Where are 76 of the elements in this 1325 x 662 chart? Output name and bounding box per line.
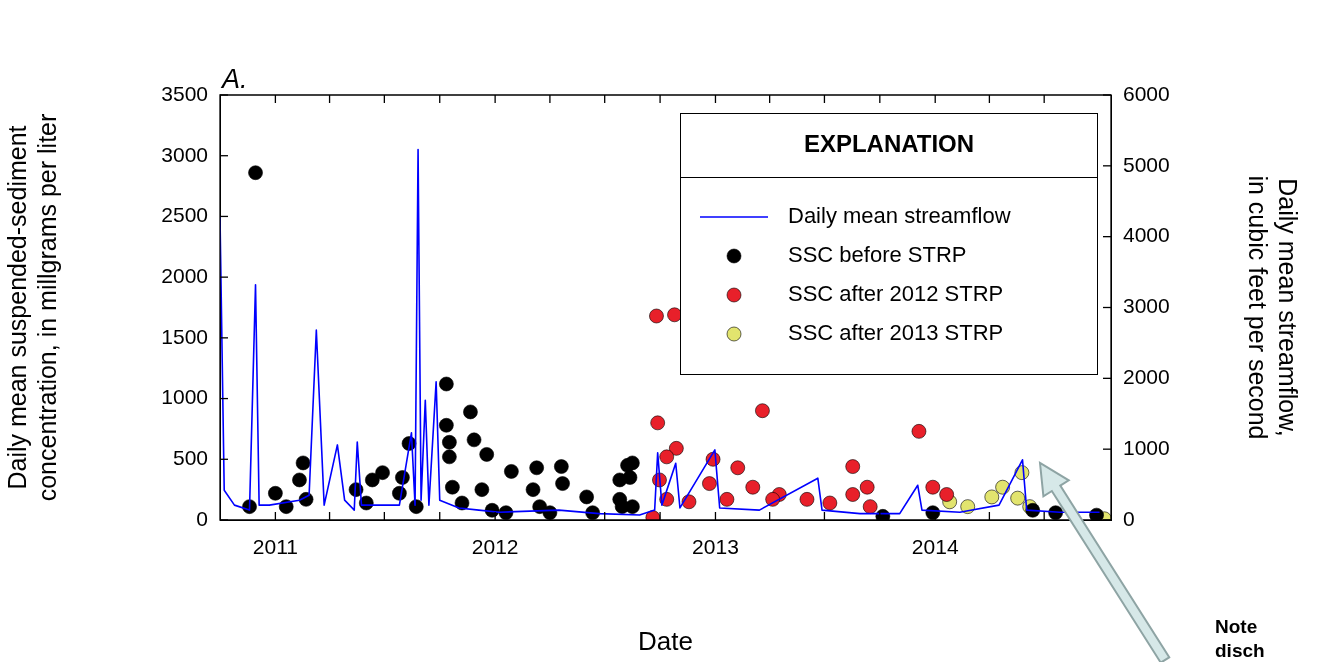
point (555, 476, 570, 491)
point (503, 464, 519, 479)
y2-axis-title: Daily mean streamflow, in cubic feet per second (1244, 175, 1303, 440)
legend-label: SSC after 2013 STRP (788, 320, 1004, 346)
text: disch (1215, 640, 1265, 661)
point (845, 487, 861, 502)
point (730, 460, 746, 476)
y-tick-label: 3500 (161, 81, 208, 105)
point (529, 460, 545, 476)
legend-label: SSC after 2012 STRP (788, 281, 1004, 307)
point (292, 472, 307, 488)
point (553, 459, 569, 474)
y2-tick-label: 1000 (1123, 435, 1170, 459)
point (649, 308, 664, 324)
y2-tick-label: 0 (1123, 506, 1135, 530)
legend-label: Daily mean streamflow (788, 203, 1011, 229)
point (911, 423, 927, 439)
point (364, 472, 380, 488)
point (745, 479, 761, 495)
point (474, 482, 490, 498)
point (438, 376, 454, 392)
legend-label: SSC before STRP (788, 242, 967, 268)
y2-tick-label: 6000 (1123, 81, 1170, 105)
y-tick-label: 2000 (161, 263, 208, 287)
point (650, 415, 666, 431)
point (862, 499, 878, 515)
point (702, 476, 717, 491)
point (939, 487, 955, 502)
y-tick-label: 500 (172, 446, 208, 470)
y2-tick-label: 2000 (1123, 365, 1170, 389)
point (984, 489, 1000, 505)
legend-title: EXPLANATION (803, 129, 975, 157)
y-tick-label: 3000 (161, 142, 208, 166)
point (441, 434, 457, 450)
point (1010, 490, 1026, 506)
point (375, 465, 390, 481)
point (579, 489, 595, 505)
point (624, 455, 640, 471)
point (612, 491, 628, 507)
y-tick-label: 2500 (161, 203, 208, 227)
y2-tick-label: 3000 (1123, 294, 1170, 318)
chart-title: A. (220, 64, 248, 95)
point (295, 455, 311, 471)
point (408, 499, 424, 515)
y-tick-label: 0 (196, 506, 208, 530)
x-tick-label: 2011 (252, 535, 298, 559)
point (479, 447, 495, 462)
point (668, 440, 684, 456)
point (444, 479, 460, 495)
point (466, 432, 482, 448)
point (667, 307, 682, 323)
point (441, 449, 457, 465)
y2-tick-label: 5000 (1123, 152, 1170, 176)
y2-tick-label: 4000 (1123, 223, 1170, 247)
point (248, 165, 263, 181)
point (799, 491, 815, 507)
point (719, 491, 735, 507)
x-tick-label: 2012 (471, 535, 519, 559)
point (622, 470, 638, 485)
point (925, 479, 941, 495)
y-tick-label: 1500 (161, 324, 208, 348)
point (822, 495, 838, 511)
point (267, 485, 283, 501)
point (755, 403, 770, 419)
text: Note (1215, 616, 1258, 637)
point (438, 417, 454, 433)
x-axis-title: Date (638, 625, 693, 656)
point (859, 479, 875, 495)
point (463, 404, 478, 420)
point (525, 482, 541, 498)
y-tick-label: 1000 (161, 385, 208, 409)
y-axis-title: Daily mean suspended-sediment concentration, in millgrams per liter (2, 113, 61, 502)
x-tick-label: 2014 (911, 535, 959, 559)
point (659, 449, 675, 465)
point (845, 459, 861, 474)
x-tick-label: 2013 (692, 535, 739, 559)
